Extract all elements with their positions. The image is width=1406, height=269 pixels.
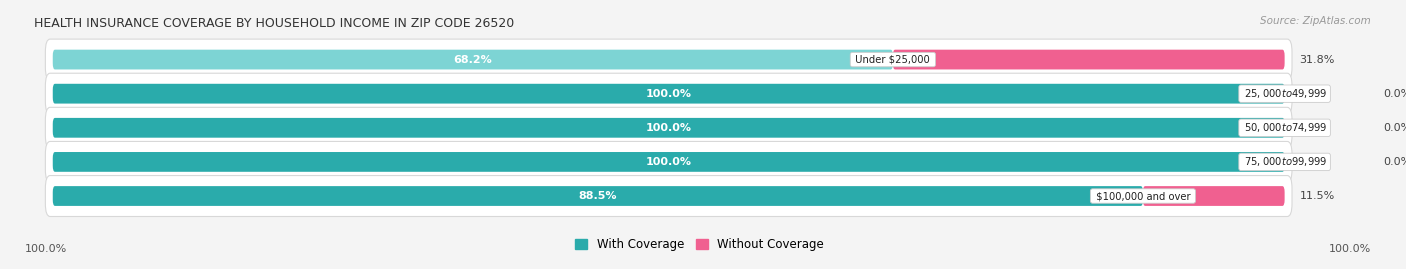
- FancyBboxPatch shape: [53, 152, 1285, 172]
- Text: 88.5%: 88.5%: [579, 191, 617, 201]
- Text: 0.0%: 0.0%: [1384, 157, 1406, 167]
- Text: $50,000 to $74,999: $50,000 to $74,999: [1241, 121, 1329, 134]
- FancyBboxPatch shape: [1143, 186, 1285, 206]
- Text: 68.2%: 68.2%: [454, 55, 492, 65]
- FancyBboxPatch shape: [53, 186, 1143, 206]
- Text: 100.0%: 100.0%: [645, 157, 692, 167]
- Text: 100.0%: 100.0%: [645, 123, 692, 133]
- Text: 0.0%: 0.0%: [1384, 89, 1406, 99]
- Legend: With Coverage, Without Coverage: With Coverage, Without Coverage: [571, 234, 828, 256]
- Text: $75,000 to $99,999: $75,000 to $99,999: [1241, 155, 1329, 168]
- Text: 100.0%: 100.0%: [25, 244, 67, 254]
- Text: 100.0%: 100.0%: [645, 89, 692, 99]
- Text: Source: ZipAtlas.com: Source: ZipAtlas.com: [1260, 16, 1371, 26]
- FancyBboxPatch shape: [53, 118, 1285, 138]
- Text: 0.0%: 0.0%: [1384, 123, 1406, 133]
- Text: 11.5%: 11.5%: [1299, 191, 1334, 201]
- Text: $25,000 to $49,999: $25,000 to $49,999: [1241, 87, 1329, 100]
- FancyBboxPatch shape: [45, 141, 1292, 182]
- FancyBboxPatch shape: [893, 50, 1285, 69]
- Text: 31.8%: 31.8%: [1299, 55, 1334, 65]
- FancyBboxPatch shape: [53, 50, 893, 69]
- FancyBboxPatch shape: [45, 73, 1292, 114]
- FancyBboxPatch shape: [45, 107, 1292, 148]
- Text: HEALTH INSURANCE COVERAGE BY HOUSEHOLD INCOME IN ZIP CODE 26520: HEALTH INSURANCE COVERAGE BY HOUSEHOLD I…: [34, 17, 515, 30]
- Text: 100.0%: 100.0%: [1329, 244, 1371, 254]
- FancyBboxPatch shape: [45, 176, 1292, 217]
- FancyBboxPatch shape: [45, 39, 1292, 80]
- FancyBboxPatch shape: [53, 84, 1285, 104]
- Text: Under $25,000: Under $25,000: [852, 55, 934, 65]
- Text: $100,000 and over: $100,000 and over: [1092, 191, 1194, 201]
